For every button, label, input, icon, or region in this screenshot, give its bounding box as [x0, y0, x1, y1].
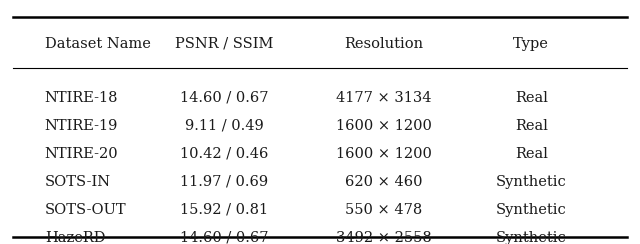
Text: NTIRE-20: NTIRE-20 [45, 147, 118, 161]
Text: NTIRE-19: NTIRE-19 [45, 119, 118, 133]
Text: HazeRD: HazeRD [45, 231, 106, 244]
Text: SOTS-OUT: SOTS-OUT [45, 203, 127, 217]
Text: PSNR / SSIM: PSNR / SSIM [175, 37, 273, 51]
Text: NTIRE-18: NTIRE-18 [45, 91, 118, 105]
Text: Real: Real [515, 147, 548, 161]
Text: SOTS-IN: SOTS-IN [45, 175, 111, 189]
Text: 14.60 / 0.67: 14.60 / 0.67 [180, 231, 268, 244]
Text: Type: Type [513, 37, 549, 51]
Text: Real: Real [515, 91, 548, 105]
Text: 1600 × 1200: 1600 × 1200 [336, 147, 432, 161]
Text: Resolution: Resolution [344, 37, 424, 51]
Text: Synthetic: Synthetic [496, 231, 566, 244]
Text: 3492 × 2558: 3492 × 2558 [336, 231, 432, 244]
Text: 550 × 478: 550 × 478 [346, 203, 422, 217]
Text: Synthetic: Synthetic [496, 203, 566, 217]
Text: 11.97 / 0.69: 11.97 / 0.69 [180, 175, 268, 189]
Text: Synthetic: Synthetic [496, 175, 566, 189]
Text: 4177 × 3134: 4177 × 3134 [336, 91, 432, 105]
Text: 9.11 / 0.49: 9.11 / 0.49 [184, 119, 264, 133]
Text: 15.92 / 0.81: 15.92 / 0.81 [180, 203, 268, 217]
Text: 10.42 / 0.46: 10.42 / 0.46 [180, 147, 268, 161]
Text: 1600 × 1200: 1600 × 1200 [336, 119, 432, 133]
Text: 620 × 460: 620 × 460 [345, 175, 423, 189]
Text: Real: Real [515, 119, 548, 133]
Text: 14.60 / 0.67: 14.60 / 0.67 [180, 91, 268, 105]
Text: Dataset Name: Dataset Name [45, 37, 150, 51]
